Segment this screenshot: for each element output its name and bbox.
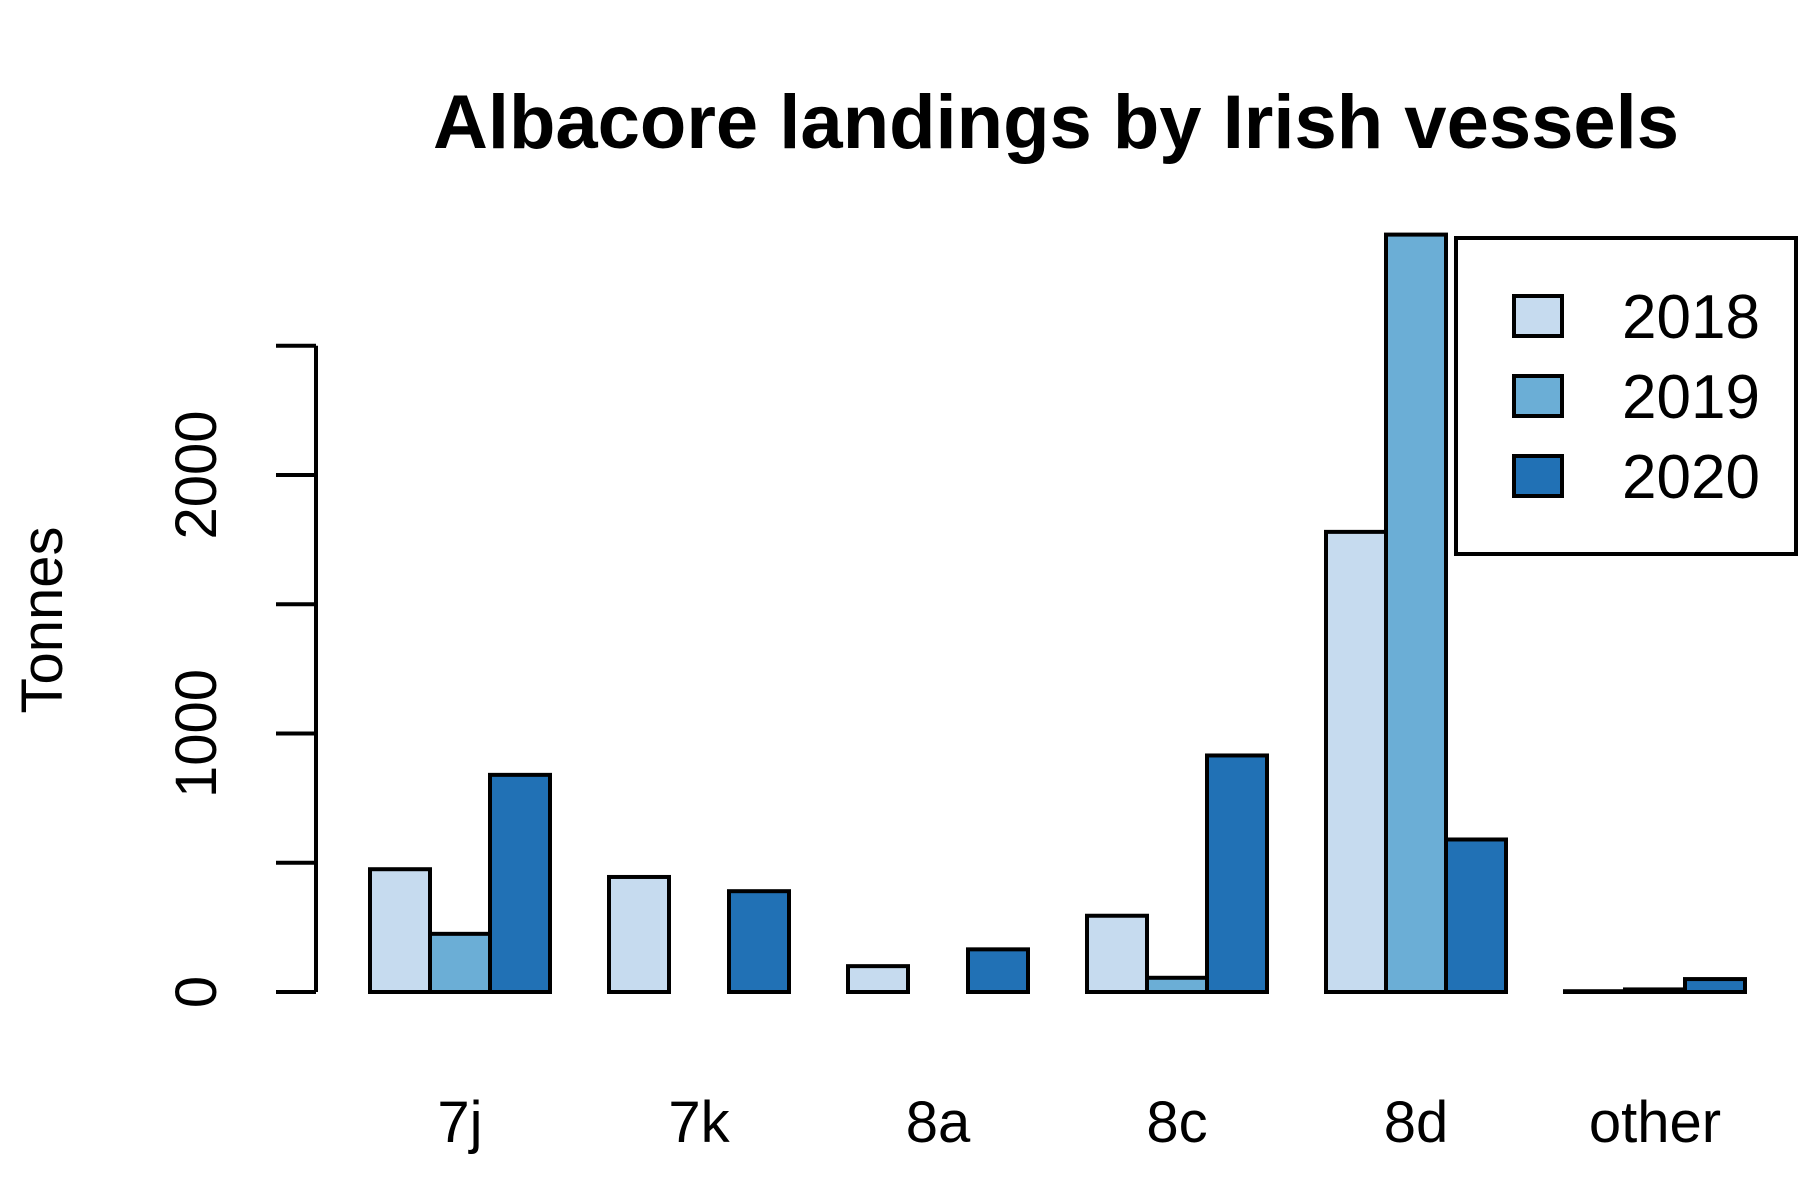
- legend-swatch-2020: [1512, 454, 1564, 498]
- legend-swatch-2019: [1512, 374, 1564, 418]
- chart-title: Albacore landings by Irish vessels: [433, 80, 1679, 165]
- bar-8d-2019: [1384, 232, 1448, 995]
- y-axis-label: Tonnes: [10, 526, 75, 713]
- bar-7k-2018: [607, 874, 671, 995]
- x-tick-label-8c: 8c: [1146, 1090, 1207, 1155]
- bar-8c-2019: [1145, 975, 1209, 994]
- bar-8c-2018: [1085, 913, 1149, 994]
- legend-label-2019: 2019: [1622, 363, 1760, 432]
- bar-8d-2020: [1444, 837, 1508, 994]
- x-tick-label-8d: 8d: [1384, 1090, 1449, 1155]
- legend: 2018 2019 2020: [1454, 236, 1798, 556]
- y-tick-label: 0: [164, 976, 229, 1008]
- x-tick-label-8a: 8a: [906, 1090, 971, 1155]
- x-tick-label-other: other: [1589, 1090, 1721, 1155]
- bar-8a-2020: [966, 947, 1030, 994]
- y-tick-label: 2000: [164, 410, 229, 539]
- y-tick-label: 1000: [164, 669, 229, 798]
- legend-label-2020: 2020: [1622, 443, 1760, 512]
- bar-other-2018: [1563, 989, 1627, 994]
- x-tick-label-7j: 7j: [437, 1090, 482, 1155]
- bar-8d-2018: [1324, 529, 1388, 994]
- bar-other-2020: [1683, 977, 1747, 995]
- bars-group: [368, 232, 1747, 995]
- y-axis: 0 1000 2000: [164, 343, 318, 1008]
- legend-label-2018: 2018: [1622, 283, 1760, 352]
- bar-7j-2018: [368, 867, 432, 995]
- x-tick-label-7k: 7k: [668, 1090, 730, 1155]
- x-axis-tick-labels: 7j 7k 8a 8c 8d other: [437, 1090, 1721, 1155]
- bar-7j-2020: [488, 772, 552, 994]
- bar-7k-2020: [727, 889, 791, 994]
- bar-7j-2019: [428, 931, 492, 995]
- bar-other-2019: [1623, 987, 1687, 994]
- bar-8c-2020: [1205, 753, 1269, 994]
- bar-8a-2018: [846, 964, 910, 995]
- legend-swatch-2018: [1512, 294, 1564, 338]
